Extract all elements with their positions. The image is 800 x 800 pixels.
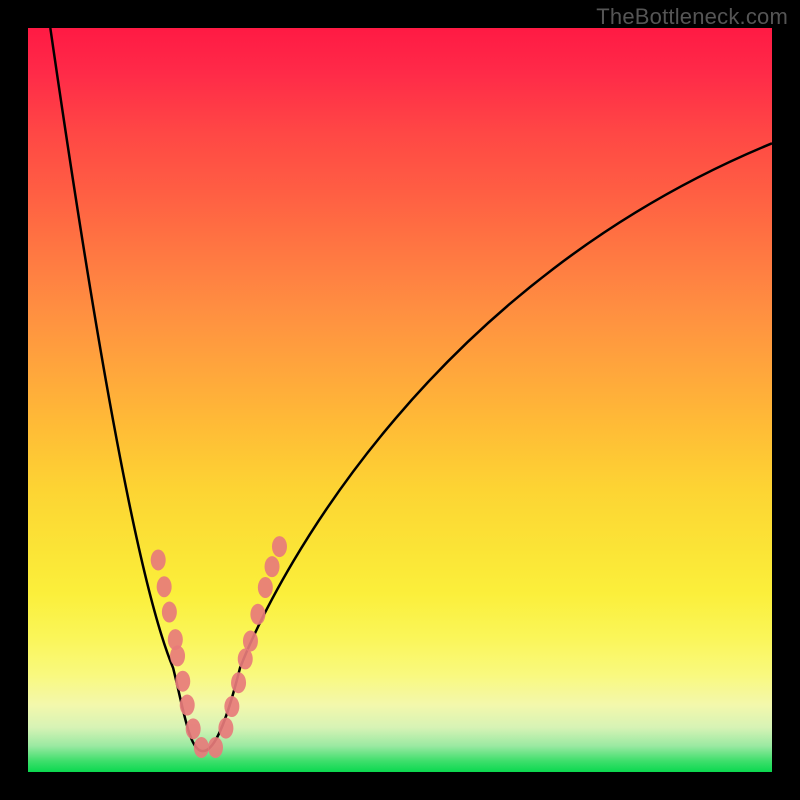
data-marker [170, 645, 185, 666]
data-marker [231, 672, 246, 693]
watermark-text: TheBottleneck.com [596, 4, 788, 30]
data-marker [258, 577, 273, 598]
data-marker [224, 696, 239, 717]
bottleneck-chart [0, 0, 800, 800]
chart-container: TheBottleneck.com [0, 0, 800, 800]
data-marker [175, 671, 190, 692]
chart-background [28, 28, 772, 772]
data-marker [250, 604, 265, 625]
data-marker [265, 556, 280, 577]
data-marker [238, 648, 253, 669]
data-marker [162, 602, 177, 623]
data-marker [186, 718, 201, 739]
data-marker [180, 695, 195, 716]
data-marker [243, 631, 258, 652]
data-marker [218, 718, 233, 739]
data-marker [194, 737, 209, 758]
data-marker [157, 576, 172, 597]
data-marker [151, 549, 166, 570]
data-marker [208, 737, 223, 758]
data-marker [272, 536, 287, 557]
